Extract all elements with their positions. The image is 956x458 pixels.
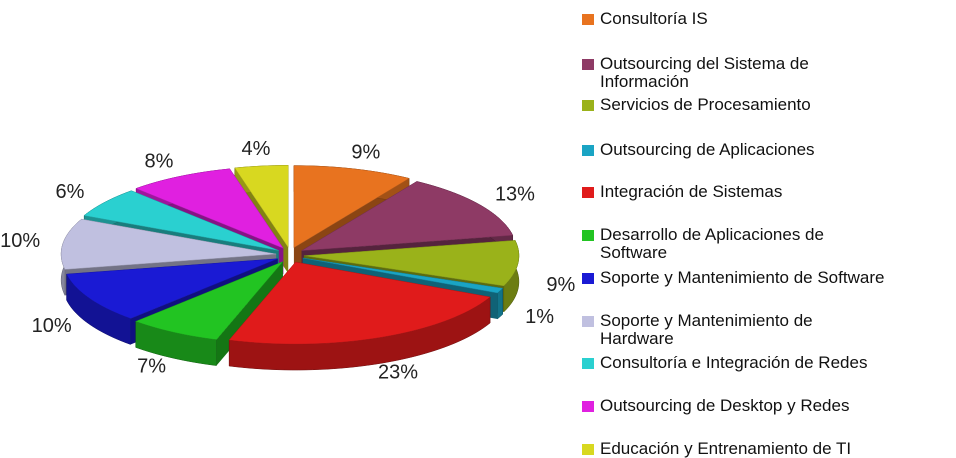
legend-swatch: [582, 100, 594, 111]
data-label: 7%: [137, 355, 166, 377]
slice: [228, 261, 491, 345]
slice: [66, 258, 278, 319]
legend-label: Outsourcing del Sistema de Información: [600, 54, 809, 91]
legend-swatch: [582, 230, 594, 241]
legend-swatch: [582, 145, 594, 156]
slice: [60, 218, 277, 270]
data-label: 23%: [378, 361, 418, 383]
slice-side: [497, 287, 504, 320]
legend-item: Soporte y Mantenimiento de Hardware: [582, 312, 890, 348]
slice: [302, 257, 504, 294]
slice: [83, 190, 279, 251]
legend-item: Consultoría IS: [582, 10, 890, 28]
pie-area: 9% 13% 9% 1% 23% 7% 10% 10% 6% 8% 4%: [0, 138, 575, 383]
slice: [303, 240, 520, 287]
legend-label: Outsourcing de Desktop y Redes: [600, 396, 850, 415]
data-label: 10%: [32, 315, 72, 337]
legend-item: Servicios de Procesamiento: [582, 96, 890, 114]
legend-swatch: [582, 316, 594, 327]
data-label: 1%: [525, 306, 554, 328]
legend-swatch: [582, 273, 594, 284]
legend-item: Outsourcing de Aplicaciones: [582, 141, 890, 159]
legend-item: Consultoría e Integración de Redes: [582, 354, 890, 372]
legend-item: Outsourcing del Sistema de Información: [582, 55, 890, 91]
legend-item: Educación y Entrenamiento de TI: [582, 440, 890, 458]
slice: [234, 165, 289, 249]
slice: [293, 165, 410, 249]
legend-swatch: [582, 358, 594, 369]
legend-label: Consultoría e Integración de Redes: [600, 353, 868, 372]
legend-label: Desarrollo de Aplicaciones de Software: [600, 225, 824, 262]
legend-item: Desarrollo de Aplicaciones de Software: [582, 226, 890, 262]
legend-item: Integración de Sistemas: [582, 183, 890, 201]
legend-swatch: [582, 14, 594, 25]
legend-swatch: [582, 444, 594, 455]
legend-item: Soporte y Mantenimiento de Software: [582, 269, 890, 287]
legend-label: Consultoría IS: [600, 9, 708, 28]
data-label: 6%: [55, 181, 84, 203]
data-label: 4%: [241, 138, 270, 160]
legend-label: Educación y Entrenamiento de TI: [600, 439, 852, 458]
legend-label: Integración de Sistemas: [600, 182, 783, 201]
legend-label: Servicios de Procesamiento: [600, 95, 811, 114]
legend-label: Soporte y Mantenimiento de Hardware: [600, 311, 813, 348]
legend-swatch: [582, 59, 594, 70]
data-label: 9%: [546, 274, 575, 296]
data-label: 10%: [0, 230, 40, 252]
legend-label: Soporte y Mantenimiento de Software: [600, 268, 885, 287]
legend-swatch: [582, 401, 594, 412]
slice: [134, 261, 284, 340]
legend-label: Outsourcing de Aplicaciones: [600, 140, 815, 159]
data-label: 9%: [351, 141, 380, 163]
slice: [135, 168, 284, 249]
data-label: 8%: [145, 150, 174, 172]
legend-item: Outsourcing de Desktop y Redes: [582, 397, 890, 415]
data-label: 13%: [495, 184, 535, 206]
legend-swatch: [582, 187, 594, 198]
slice: [301, 181, 514, 251]
